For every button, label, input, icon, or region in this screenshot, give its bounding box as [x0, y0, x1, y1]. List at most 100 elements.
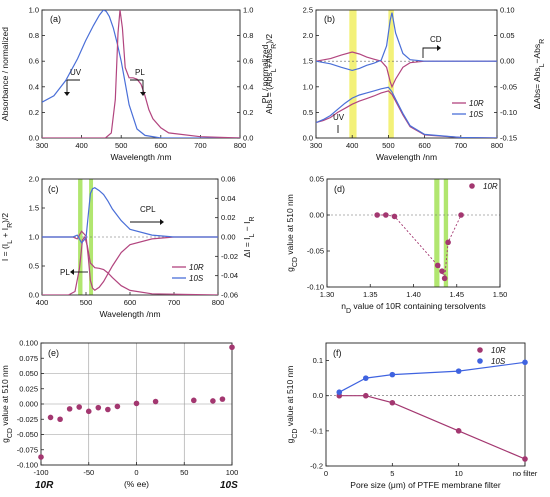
annotation-uv: UV [333, 113, 345, 122]
y2-tick-label: 0.00 [221, 233, 236, 242]
data-point [458, 212, 464, 218]
x-tick-label: 800 [234, 141, 247, 150]
y2-axis-label: PL / normalized [260, 44, 270, 103]
y-tick-label: 0.5 [29, 262, 39, 271]
y-axis-label-part: g [285, 267, 295, 272]
panel-e: -100 -50 0 50 100 -0.100 -0.075 -0.050 -0.025 0.0… [0, 339, 238, 492]
y-tick-label: 0.0 [303, 134, 313, 143]
x-tick-label: 0 [324, 469, 328, 478]
x-tick-label: 300 [36, 141, 49, 150]
panel-c: 400 500 600 700 800 0.0 0.5 1.0 1.5 2.0 -0.06 -0.04… [0, 175, 256, 320]
data-point [522, 359, 528, 366]
y2-tick-label: 0.06 [221, 175, 236, 184]
y-axis-label-part: value at 510 nm [0, 365, 10, 428]
series-line-10s [316, 12, 497, 72]
y-axis-label-part: g [0, 438, 10, 443]
data-point [219, 396, 226, 402]
y-axis-label: gCD value at 510 nm [0, 365, 14, 443]
y-tick-label: -0.025 [17, 415, 38, 424]
x-tick-label: 5 [390, 469, 394, 478]
data-point [114, 403, 121, 410]
x-tick-label: 600 [124, 298, 137, 307]
y2-axis-label-part: − I [242, 222, 252, 234]
annotation-uv: UV [70, 68, 82, 77]
y-tick-label: -0.075 [17, 445, 38, 454]
y2-axis-label-part: −Abs [532, 44, 542, 64]
annotation-cd: CD [430, 35, 442, 44]
arrowhead [64, 92, 70, 96]
y-tick-label: 2.5 [303, 6, 313, 15]
panel-d: 1.30 1.35 1.40 1.45 1.50 -0.10 -0.05 0.00 0.05 nD… [285, 175, 507, 315]
y-tick-label: 0.2 [29, 108, 39, 117]
data-point [210, 398, 216, 404]
data-point [445, 239, 451, 246]
y2-axis-label-sub: L [539, 63, 546, 67]
y-tick-label: 0.0 [29, 134, 39, 143]
series-line-10r [316, 51, 497, 89]
y-axis-label-sub: R [271, 44, 278, 49]
series-line-uv [42, 10, 240, 138]
y-axis-label-part: )/2 [264, 34, 274, 44]
x-tick-label: 1.30 [320, 290, 335, 299]
y-axis-label: Absorbance / normalized [0, 27, 10, 121]
y-axis-label: I = (IL + IR)/2 [0, 213, 14, 261]
y-axis-label-part: +Abs [264, 49, 274, 69]
x-axis-label: Wavelength /nm [110, 152, 171, 162]
series-line-10s [42, 187, 218, 244]
data-point [363, 375, 369, 381]
x-tick-label: -100 [33, 468, 48, 477]
y2-axis-label-part: PL / normalized [260, 44, 270, 103]
y-tick-label: -0.1 [310, 426, 323, 435]
y-tick-label: 0.1 [313, 356, 323, 365]
x-tick-label: 500 [115, 141, 128, 150]
y-tick-label: 1.0 [29, 6, 39, 15]
plot-frame [41, 9, 241, 139]
data-point [95, 404, 102, 411]
y2-axis-label-sub: R [249, 216, 256, 221]
y-tick-label: -0.100 [17, 461, 38, 470]
annotation-pl: PL [60, 268, 70, 277]
arrowhead [70, 269, 74, 275]
legend-label: 10R [483, 182, 498, 191]
arrow-cd [422, 47, 437, 58]
panel-a: 300 400 500 600 700 8000.00.20.40.60.81.00.00… [0, 6, 270, 163]
x-axis-label: nD value of 10R containing tersolvents [341, 301, 485, 315]
y-tick-label: -0.2 [310, 462, 323, 471]
series-line-10r [316, 90, 497, 138]
y-axis-label-sub: R [7, 223, 14, 228]
x-tick-label: 300 [310, 141, 323, 150]
highlight-band [78, 179, 83, 295]
x-tick-label: 1.50 [493, 290, 508, 299]
y-tick-label: -0.10 [307, 283, 324, 292]
x-tick-label: 700 [455, 141, 468, 150]
y-tick-label: 0.025 [19, 384, 38, 393]
y2-tick-label: 0.0 [243, 134, 253, 143]
data-point [152, 398, 159, 405]
y2-axis-label-sub: R [539, 39, 546, 44]
data-point [441, 275, 448, 282]
data-point [383, 212, 389, 218]
data-point [66, 406, 73, 412]
y-axis-label-part: + I [0, 228, 10, 240]
end-label-10s: 10S [220, 480, 238, 491]
y-axis-label: gCD value at 510 nm [285, 194, 299, 272]
highlight-band [434, 179, 440, 287]
data-point [455, 428, 462, 434]
x-tick-label: 0 [134, 468, 138, 477]
y2-axis-label: ΔI = IL − IR [242, 216, 256, 257]
y2-tick-label: 0.4 [243, 82, 253, 91]
arrowhead [437, 45, 441, 51]
y-axis-label-part: value at 510 nm [285, 194, 295, 257]
legend-swatch [469, 183, 475, 189]
x-axis-label-sub: D [346, 308, 351, 315]
annotation-pl: PL [135, 68, 145, 77]
y-tick-label: 2.0 [303, 31, 313, 40]
y-tick-label: 0.8 [29, 31, 39, 40]
series-line-pl [42, 235, 218, 295]
data-point [391, 213, 398, 220]
legend-label: 10S [189, 274, 204, 283]
panel-b: 300 400 500 600 700 800 0.0 0.5 1.0 1.5 2.0 2.5 -0.1… [264, 6, 546, 163]
x-tick-label: 700 [168, 298, 181, 307]
y-axis-label-part: g [285, 438, 295, 443]
data-point [76, 404, 82, 410]
